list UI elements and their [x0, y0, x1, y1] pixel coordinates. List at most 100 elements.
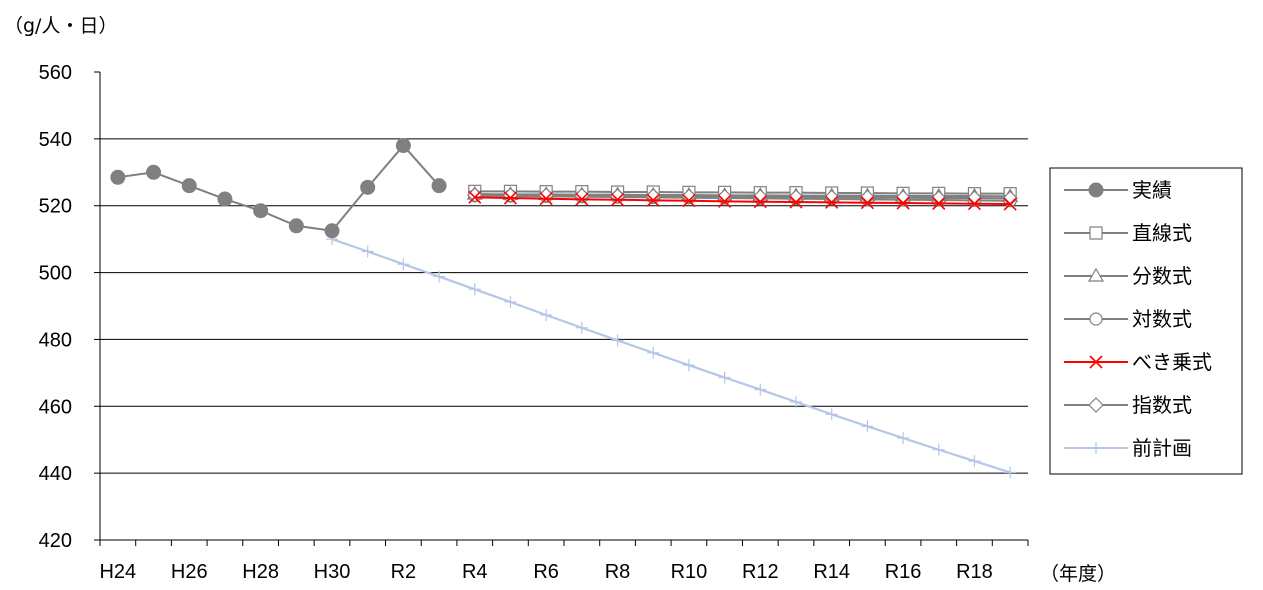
- x-tick-label: R16: [885, 561, 922, 583]
- series-line: [474, 194, 1011, 202]
- x-tick-label: R8: [605, 561, 631, 583]
- series-group: [110, 138, 1019, 479]
- data-point: [718, 371, 731, 384]
- axes: [99, 72, 1028, 541]
- data-point: [718, 194, 732, 208]
- data-point: [646, 193, 660, 207]
- data-point: [1002, 190, 1019, 207]
- data-point: [716, 188, 733, 205]
- x-marker-stroke: [468, 190, 482, 204]
- data-point: [575, 192, 589, 206]
- legend-marker: [1089, 226, 1103, 240]
- data-point: [790, 395, 802, 408]
- data-point: [896, 196, 910, 210]
- y-tick-label: 560: [39, 62, 72, 84]
- legend-label: 対数式: [1132, 307, 1192, 331]
- series-0: [110, 138, 447, 239]
- series-line: [117, 144, 440, 232]
- legend-marker: [1090, 442, 1102, 454]
- x-marker-stroke: [932, 196, 946, 210]
- y-tick-label: 540: [39, 129, 72, 151]
- x-marker-stroke: [575, 192, 589, 206]
- x-tick-label: R10: [671, 561, 708, 583]
- data-point: [361, 245, 374, 258]
- data-point: [468, 283, 481, 296]
- series-6: [326, 233, 1017, 479]
- x-marker-stroke: [539, 192, 553, 206]
- x-marker-stroke: [718, 194, 732, 208]
- y-tick-label: 520: [39, 196, 72, 218]
- series-4: [468, 190, 1017, 211]
- x-tick-label: R6: [533, 561, 559, 583]
- legend-label: 指数式: [1132, 393, 1192, 417]
- data-point: [967, 197, 982, 211]
- data-point: [789, 195, 803, 209]
- x-tick-label: H28: [242, 561, 279, 583]
- x-marker-stroke: [860, 196, 874, 210]
- x-tick-label: H30: [314, 561, 351, 583]
- data-point: [825, 408, 838, 421]
- x-tick-label: R12: [742, 561, 779, 583]
- x-marker-stroke: [896, 196, 910, 210]
- data-point: [861, 420, 874, 433]
- data-point: [433, 270, 446, 283]
- series-line: [474, 196, 1011, 206]
- x-marker-stroke: [503, 191, 518, 205]
- x-tick-label: R4: [462, 561, 488, 583]
- data-point: [753, 195, 767, 209]
- legend-label: べき乗式: [1132, 350, 1212, 374]
- data-point: [932, 443, 945, 456]
- series-line: [474, 194, 1011, 200]
- data-point: [968, 455, 981, 468]
- series-line: [474, 193, 1011, 198]
- data-point: [503, 191, 518, 205]
- y-tick-labels: 420 440 460 480 500 520 540 560: [39, 62, 72, 552]
- data-point: [146, 164, 162, 180]
- data-point: [324, 223, 340, 239]
- data-point: [253, 203, 269, 219]
- legend-marker: [1089, 312, 1103, 326]
- data-point: [1004, 466, 1017, 479]
- x-marker-stroke: [967, 197, 982, 211]
- data-point: [504, 295, 517, 308]
- legend-label: 直線式: [1132, 221, 1192, 245]
- legend-label: 前計画: [1132, 436, 1192, 460]
- y-tick-label: 480: [39, 329, 72, 351]
- data-point: [859, 189, 876, 206]
- x-unit-label: （年度）: [1040, 563, 1116, 585]
- x-marker-stroke: [610, 193, 625, 207]
- legend-marker: [1089, 355, 1103, 369]
- y-tick-label: 420: [39, 530, 72, 552]
- data-point: [1003, 197, 1017, 211]
- x-marker-stroke: [753, 195, 767, 209]
- data-point: [860, 196, 874, 210]
- x-marker-stroke: [1003, 197, 1017, 211]
- x-tick-labels: H24 H26 H28 H30 R2 R4 R6 R8 R10 R12 R14 R16 R18: [99, 561, 992, 583]
- gridlines: [94, 71, 1029, 546]
- x-marker-stroke: [646, 193, 660, 207]
- data-point: [610, 193, 625, 207]
- data-point: [930, 190, 947, 206]
- data-point: [752, 188, 769, 205]
- x-tick-label: H24: [99, 561, 136, 583]
- x-tick-label: R18: [956, 561, 993, 583]
- series-line: [474, 190, 1011, 195]
- data-point: [754, 383, 767, 396]
- data-point: [895, 189, 911, 206]
- data-point: [682, 194, 696, 208]
- y-tick-label: 500: [39, 263, 72, 285]
- series-line: [331, 238, 1011, 474]
- data-point: [825, 195, 839, 209]
- data-point: [110, 169, 126, 185]
- legend-marker: [1088, 397, 1104, 413]
- y-tick-label: 460: [39, 396, 72, 418]
- data-point: [395, 138, 411, 154]
- x-marker-stroke: [825, 195, 839, 209]
- data-point: [360, 179, 376, 195]
- legend-box: [1049, 167, 1243, 475]
- data-point: [397, 258, 410, 271]
- x-tick-label: R2: [391, 561, 417, 583]
- data-point: [932, 196, 946, 210]
